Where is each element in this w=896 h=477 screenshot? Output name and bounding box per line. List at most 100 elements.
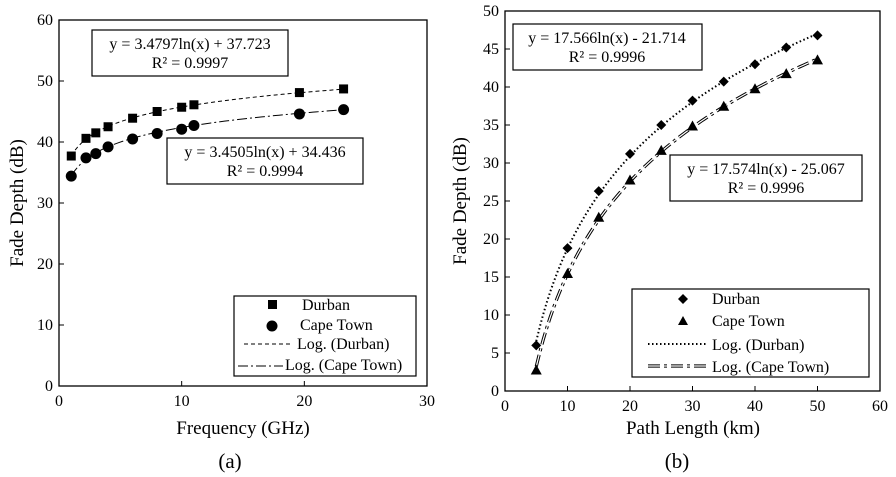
equation-a-durban: y = 3.4797ln(x) + 37.723: [109, 36, 270, 53]
x-tick-label: 0: [55, 393, 63, 410]
equation-box-a-durban: y = 3.4797ln(x) + 37.723 R² = 0.9997: [91, 29, 289, 77]
data-point-cape-town: [102, 141, 114, 153]
data-point-durban: [91, 128, 101, 138]
legend-label-log-durban-b: Log. (Durban): [712, 337, 804, 354]
data-point-durban: [177, 102, 187, 112]
equation-box-b-capetown: y = 17.574ln(x) - 25.067 R² = 0.9996: [669, 154, 863, 202]
y-tick-label: 0: [491, 383, 499, 400]
x-tick-label: 10: [560, 398, 576, 415]
data-point-durban: [152, 107, 162, 116]
points-b: [530, 30, 823, 375]
data-point-durban: [718, 76, 729, 87]
data-point-cape-town: [65, 170, 77, 182]
legend-a: Durban Cape Town Log. (Durban) Log. (Cap…: [233, 295, 417, 377]
panel-label-b: (b): [665, 449, 690, 473]
data-point-durban: [103, 122, 113, 132]
x-tick-label: 40: [747, 398, 763, 415]
y-tick-label: 5: [491, 345, 499, 362]
data-point-durban: [294, 88, 304, 98]
legend-label-log-durban-a: Log. (Durban): [297, 336, 389, 353]
trendline-durban: [535, 32, 818, 342]
data-point-durban: [625, 148, 635, 159]
y-ticks-a: 0 10 20 30 40 50 60: [37, 12, 64, 395]
data-point-durban: [750, 59, 760, 70]
r2-a-durban: R² = 0.9997: [152, 55, 229, 72]
x-ticks-b: 0 10 20 30 40 50 60: [501, 386, 888, 415]
r2-b-durban: R² = 0.9996: [569, 49, 646, 66]
equation-b-durban: y = 17.566ln(x) - 21.714: [528, 30, 685, 47]
legend-label-durban-a: Durban: [302, 297, 350, 314]
x-tick-label: 0: [501, 398, 509, 415]
equation-b-capetown: y = 17.574ln(x) - 25.067: [687, 161, 844, 178]
data-point-cape-town: [188, 120, 200, 132]
data-point-cape-town: [338, 104, 350, 116]
data-point-durban: [66, 151, 76, 161]
data-point-durban: [656, 120, 667, 130]
panel-a: 0 10 20 30 40 50 60 0 10 20 30 Fade Depth (dB) Fr…: [7, 12, 435, 473]
y-tick-label: 20: [37, 256, 53, 273]
data-point-durban: [128, 113, 138, 123]
legend-label-capetown-a: Cape Town: [300, 317, 373, 334]
data-point-durban: [812, 30, 823, 41]
legend-marker-circle: [266, 320, 278, 332]
data-point-cape-town: [749, 83, 761, 94]
legend-marker-triangle: [678, 316, 688, 325]
equation-box-a-capetown: y = 3.4505ln(x) + 34.436 R² = 0.9994: [166, 137, 364, 185]
data-point-cape-town: [90, 148, 102, 160]
y-tick-label: 40: [37, 134, 53, 151]
data-point-durban: [781, 42, 792, 53]
y-tick-label: 0: [45, 378, 53, 395]
legend-marker-square: [268, 300, 277, 309]
y-tick-label: 50: [37, 73, 53, 90]
data-point-durban: [339, 84, 349, 94]
y-ticks-b: 0 5 10 15 20 25 30 35 40 45 50: [483, 3, 510, 400]
y-axis-label-a: Fade Depth (dB): [7, 139, 28, 267]
x-tick-label: 30: [419, 393, 435, 410]
legend-label-capetown-b: Cape Town: [712, 313, 785, 330]
y-tick-label: 50: [483, 3, 499, 20]
data-point-durban: [687, 95, 698, 106]
data-point-cape-town: [176, 123, 188, 135]
data-point-durban: [593, 186, 604, 197]
y-tick-label: 35: [483, 117, 499, 134]
y-tick-label: 30: [37, 195, 53, 212]
data-point-cape-town: [593, 211, 605, 222]
legend-label-log-capetown-b: Log. (Cape Town): [712, 359, 829, 376]
x-tick-label: 50: [810, 398, 826, 415]
x-tick-label: 60: [872, 398, 888, 415]
y-tick-label: 10: [37, 317, 53, 334]
y-tick-label: 20: [483, 231, 499, 248]
data-point-cape-town: [530, 364, 542, 375]
trendlines-b: [534, 32, 819, 367]
y-tick-label: 30: [483, 155, 499, 172]
r2-b-capetown: R² = 0.9996: [728, 180, 805, 197]
legend-marker-diamond: [678, 294, 688, 304]
x-ticks-a: 0 10 20 30: [55, 381, 435, 410]
panel-b: 0 5 10 15 20 25 30 35 40 45 50 0 10 20 30 40 50 60 Fade …: [450, 3, 888, 473]
data-point-cape-town: [687, 120, 698, 131]
x-tick-label: 10: [174, 393, 190, 410]
r2-a-capetown: R² = 0.9994: [227, 163, 304, 180]
x-tick-label: 20: [296, 393, 312, 410]
x-tick-label: 20: [622, 398, 638, 415]
legend-label-durban-b: Durban: [712, 291, 760, 308]
data-point-durban: [562, 243, 573, 254]
data-point-cape-town: [780, 68, 792, 79]
data-point-cape-town: [293, 108, 305, 120]
panel-label-a: (a): [218, 449, 241, 473]
points-a: [65, 84, 350, 182]
y-tick-label: 45: [483, 41, 499, 58]
equation-box-b-durban: y = 17.566ln(x) - 21.714 R² = 0.9996: [512, 23, 703, 71]
data-point-cape-town: [127, 133, 139, 145]
data-point-cape-town: [562, 267, 573, 278]
data-point-cape-town: [80, 152, 92, 164]
data-point-cape-town: [655, 144, 667, 155]
y-tick-label: 10: [483, 307, 499, 324]
y-tick-label: 40: [483, 79, 499, 96]
y-tick-label: 15: [483, 269, 499, 286]
data-point-durban: [81, 133, 91, 143]
data-point-durban: [531, 340, 542, 351]
data-point-cape-town: [812, 54, 823, 65]
y-axis-label-b: Fade Depth (dB): [450, 137, 471, 265]
